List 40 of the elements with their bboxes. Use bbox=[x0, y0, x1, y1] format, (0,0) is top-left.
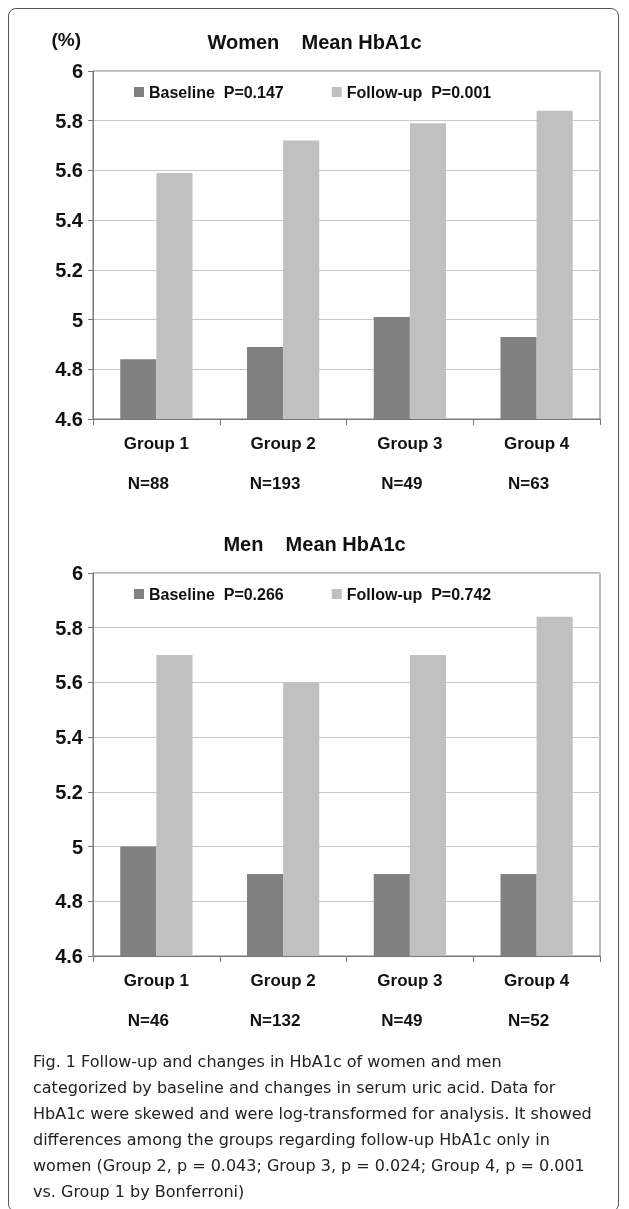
legend-label: Follow-up P=0.001 bbox=[346, 83, 492, 101]
x-tick-label: Group 1 bbox=[123, 971, 189, 990]
text: N=132 bbox=[249, 1010, 301, 1030]
y-tick-label: 5 bbox=[71, 835, 83, 858]
text: N=52 bbox=[508, 1010, 550, 1030]
y-tick-label: 5.4 bbox=[55, 209, 84, 232]
x-tick-label: Group 3 bbox=[377, 971, 443, 990]
y-tick-label: 4.6 bbox=[55, 945, 83, 967]
x-tick-label: Group 1 bbox=[123, 434, 189, 453]
x-tick-label: Group 4 bbox=[504, 434, 570, 453]
y-tick-label: 4.8 bbox=[55, 358, 83, 381]
y-tick-label: 5.8 bbox=[55, 616, 83, 639]
chart-title: Women Mean HbA1c bbox=[207, 31, 422, 53]
legend-label: Baseline P=0.266 bbox=[149, 585, 284, 603]
y-axis-title: (%) bbox=[51, 29, 81, 50]
x-tick-label: Group 2 bbox=[250, 971, 316, 990]
chart-title: Men Mean HbA1c bbox=[223, 533, 406, 555]
text: N=46 bbox=[127, 1010, 169, 1030]
text: N=49 bbox=[381, 473, 423, 493]
legend-label: Baseline P=0.147 bbox=[149, 83, 284, 101]
y-tick-label: 4.6 bbox=[55, 408, 83, 430]
text: N=63 bbox=[508, 473, 550, 493]
x-tick-label: Group 4 bbox=[504, 971, 570, 990]
y-tick-label: 5.6 bbox=[55, 159, 83, 182]
text: N=88 bbox=[127, 473, 169, 493]
x-tick-label: Group 3 bbox=[377, 434, 443, 453]
x-tick-label: Group 2 bbox=[250, 434, 316, 453]
y-tick-label: 5.4 bbox=[55, 726, 84, 749]
caption: Fig. 1 Follow-up and changes in HbA1c of women and men categorized by baseline and changes in serum uric acid. Data for HbA1c were skewed and were log-transformed for analysis. It showed differences among the groups regarding follow-up HbA1c only in women (Group 2, p = 0.043; Group 3, p = 0.024; Group 4, p = 0.001 vs. Group 1 by Bonferroni) bbox=[32, 1051, 593, 1203]
y-tick-label: 5.6 bbox=[55, 671, 83, 694]
text: N=49 bbox=[381, 1010, 423, 1030]
y-tick-label: 5.2 bbox=[55, 258, 83, 281]
y-tick-label: 6 bbox=[71, 562, 83, 584]
y-tick-label: 5.8 bbox=[55, 109, 83, 132]
y-tick-label: 4.8 bbox=[55, 890, 83, 913]
legend-label: Follow-up P=0.742 bbox=[346, 585, 492, 603]
y-tick-label: 6 bbox=[71, 60, 83, 82]
text: N=193 bbox=[249, 473, 301, 493]
y-tick-label: 5.2 bbox=[55, 780, 83, 803]
y-tick-label: 5 bbox=[71, 308, 83, 331]
